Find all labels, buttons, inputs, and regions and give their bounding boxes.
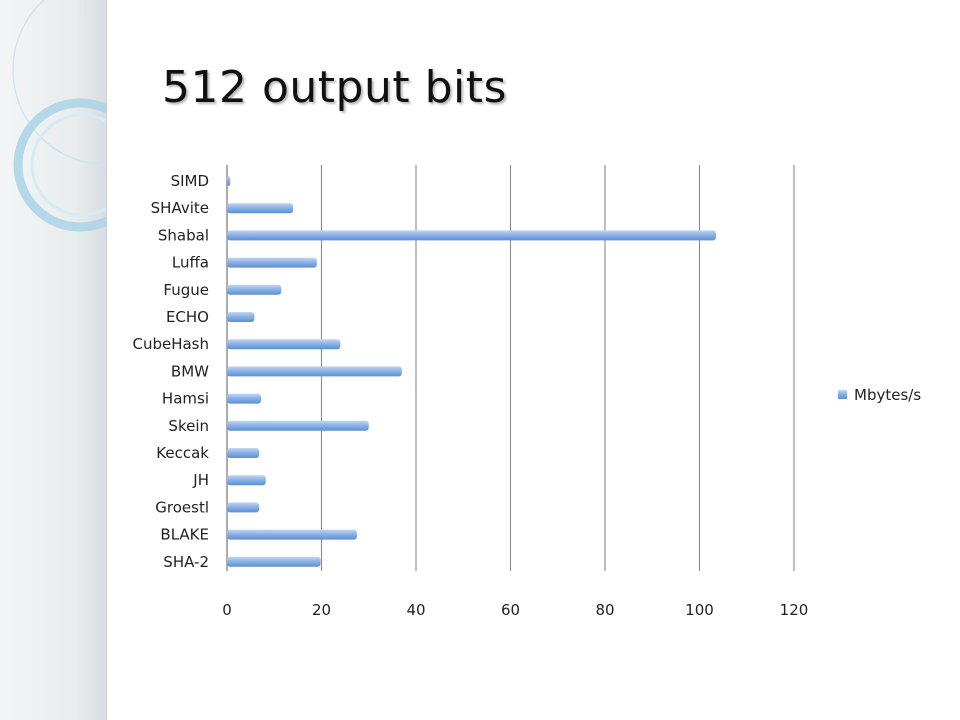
bar (227, 366, 402, 377)
bar (227, 176, 231, 186)
category-label: SIMD (171, 172, 209, 190)
x-tick-label: 120 (780, 601, 809, 619)
category-label: Fugue (163, 281, 209, 299)
bar (227, 475, 266, 486)
x-tick-label: 0 (222, 601, 232, 619)
category-label: Skein (168, 417, 209, 435)
legend-entry: Mbytes/s (854, 386, 921, 404)
bar (227, 448, 260, 458)
bar (227, 393, 262, 404)
bar (227, 502, 260, 513)
category-label: SHA-2 (163, 553, 209, 571)
category-labels: SIMD SHAvite Shabal Luffa Fugue ECHO CubeHash B… (132, 172, 209, 571)
x-tick-label: 20 (312, 601, 331, 619)
bar (227, 230, 717, 241)
category-label: JH (192, 471, 209, 489)
category-label: Luffa (172, 254, 209, 272)
category-label: CubeHash (132, 335, 209, 353)
x-tick-label: 60 (501, 601, 520, 619)
bar (227, 203, 294, 214)
decor-ring-inner (30, 113, 106, 217)
bar (227, 339, 341, 350)
category-label: ECHO (166, 308, 209, 326)
category-label: Keccak (156, 444, 209, 462)
category-label: Shabal (158, 226, 209, 244)
x-tick-labels: 0 20 40 60 80 100 120 (222, 601, 808, 619)
x-tick-label: 100 (685, 601, 714, 619)
bar (227, 529, 357, 540)
bars (227, 176, 717, 567)
decor-ring-mid (13, 98, 106, 232)
x-tick-label: 40 (406, 601, 425, 619)
slide-title: 512 output bits (162, 62, 507, 113)
bar (227, 420, 369, 431)
decorative-rings (12, 0, 106, 232)
category-label: Groestl (155, 498, 209, 516)
category-label: BLAKE (160, 526, 209, 544)
legend-swatch (838, 390, 847, 399)
decor-ring-large (12, 0, 106, 166)
bar (227, 556, 321, 567)
bar (227, 284, 282, 295)
bar (227, 312, 255, 322)
slide-side-bar (0, 0, 107, 720)
category-label: Hamsi (162, 390, 209, 408)
x-tick-label: 80 (595, 601, 614, 619)
category-label: BMW (171, 362, 209, 380)
category-label: SHAvite (151, 199, 209, 217)
bar (227, 257, 317, 268)
legend: Mbytes/s (838, 386, 921, 404)
